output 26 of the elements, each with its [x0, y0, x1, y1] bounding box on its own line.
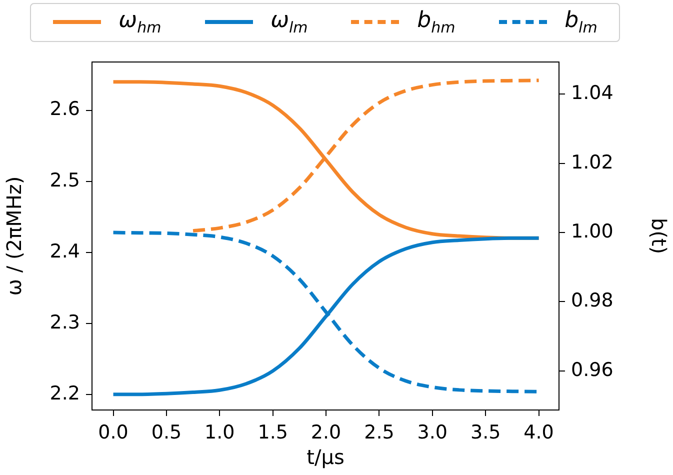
- x-tick-label: 4.0: [524, 421, 554, 444]
- legend-label: ω$_{lm}$: [270, 8, 308, 37]
- y-tick-label: 2.3: [50, 311, 80, 334]
- x-tick-label: 1.5: [258, 421, 288, 444]
- y-tick-label: 2.2: [50, 382, 80, 404]
- x-axis-title: t/μs: [306, 445, 344, 470]
- y2-tick-label: 1.00: [571, 220, 614, 242]
- x-tick-label: 0.5: [151, 421, 182, 444]
- x-tick-label: 3.5: [470, 421, 501, 444]
- y-tick-label: 2.5: [50, 169, 80, 192]
- x-tick-label: 2.0: [310, 421, 342, 444]
- x-tick-label: 3.0: [417, 421, 448, 444]
- legend-label: b$_{lm}$: [564, 8, 598, 37]
- x-tick-label: 2.5: [364, 421, 394, 444]
- x-tick-label: 1.0: [204, 421, 235, 444]
- y-axis-title: ω / (2πMHz): [2, 176, 26, 296]
- legend-label: ω$_{hm}$: [118, 8, 162, 37]
- y-tick-label: 2.4: [50, 240, 80, 262]
- y2-tick-label: 1.04: [571, 82, 614, 104]
- x-tick-label: 0.0: [98, 421, 128, 444]
- y2-axis-title: b(t): [646, 218, 671, 254]
- legend-label: b$_{hm}$: [417, 8, 456, 37]
- y2-tick-label: 1.02: [571, 151, 614, 174]
- y2-tick-label: 0.98: [571, 290, 614, 312]
- y-tick-label: 2.6: [50, 98, 80, 120]
- y2-tick-label: 0.96: [571, 358, 614, 381]
